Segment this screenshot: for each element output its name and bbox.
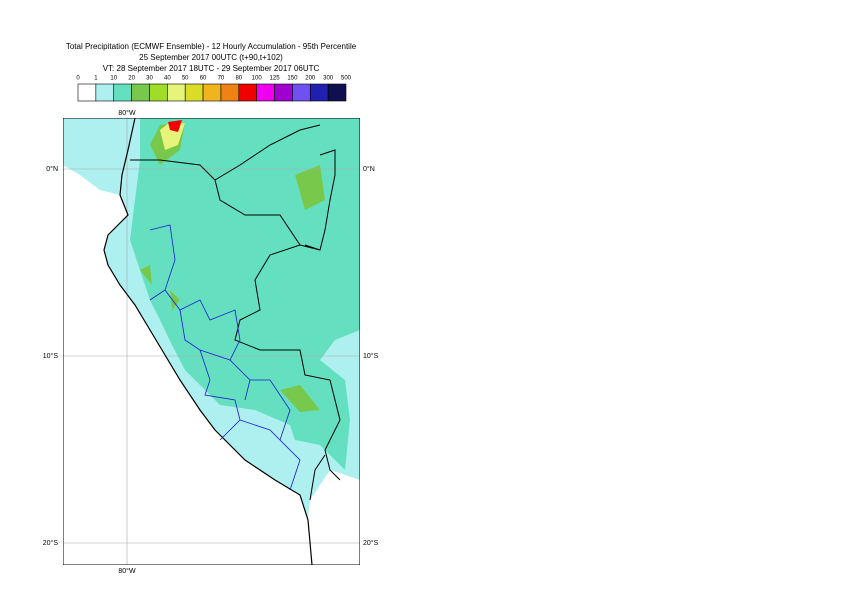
legend-swatch bbox=[149, 83, 168, 102]
lon-label: 80°W bbox=[118, 567, 136, 575]
legend-swatch bbox=[202, 83, 222, 102]
region-borders bbox=[149, 224, 301, 491]
legend-label: 30 bbox=[146, 76, 153, 82]
legend-label: 60 bbox=[200, 76, 207, 82]
legend-label: 300 bbox=[323, 76, 334, 82]
legend-swatch bbox=[167, 83, 186, 102]
legend-swatch bbox=[77, 83, 97, 102]
lat-label: 10°S bbox=[43, 352, 59, 360]
lat-label: 20°S bbox=[43, 539, 59, 547]
precip-green bbox=[140, 122, 325, 412]
legend-swatch bbox=[274, 83, 293, 102]
legend-label: 125 bbox=[270, 76, 281, 82]
coastline bbox=[103, 118, 313, 565]
legend-label: 500 bbox=[341, 76, 352, 82]
legend-swatch bbox=[220, 83, 240, 102]
ocean-precip bbox=[63, 118, 135, 195]
legend-label: 100 bbox=[252, 76, 263, 82]
valid-time: VT: 28 September 2017 18UTC - 29 Septemb… bbox=[103, 64, 320, 73]
legend-label: 1 bbox=[94, 76, 98, 82]
legend-label: 20 bbox=[128, 76, 135, 82]
legend-label: 10 bbox=[110, 76, 117, 82]
lat-label: 0°N bbox=[46, 165, 58, 173]
lat-label: 20°S bbox=[363, 539, 379, 547]
legend-swatch bbox=[95, 83, 115, 102]
country-borders bbox=[130, 124, 341, 501]
legend-label: 200 bbox=[305, 76, 316, 82]
lon-label: 80°W bbox=[118, 109, 136, 117]
legend-swatch bbox=[131, 83, 150, 102]
legend-label: 80 bbox=[235, 76, 242, 82]
graticule bbox=[63, 118, 360, 565]
legend-label: 70 bbox=[218, 76, 225, 82]
legend-label: 150 bbox=[287, 76, 298, 82]
land-moderate bbox=[130, 118, 360, 470]
precip-max bbox=[168, 120, 182, 132]
legend-swatch bbox=[256, 83, 275, 102]
lat-label: 0°N bbox=[363, 165, 375, 173]
legend-label: 40 bbox=[164, 76, 171, 82]
title: Total Precipitation (ECMWF Ensemble) - 1… bbox=[66, 42, 357, 51]
legend-swatch bbox=[113, 83, 132, 102]
legend-swatch bbox=[309, 83, 329, 102]
legend-swatch bbox=[327, 83, 347, 102]
subtitle: 25 September 2017 00UTC (t+90,t+102) bbox=[139, 53, 283, 62]
map: 80°W 80°W 0°N 10°S 20°S 0°N 10°S 20°S bbox=[43, 109, 379, 575]
legend-swatch bbox=[238, 83, 257, 102]
lat-label: 10°S bbox=[363, 352, 379, 360]
legend-swatch bbox=[292, 83, 311, 102]
legend-label: 0 bbox=[76, 76, 80, 82]
legend-label: 50 bbox=[182, 76, 189, 82]
legend: 0 1 10 20 30 40 50 60 70 80 100 125 150 200 300 500 bbox=[76, 76, 352, 102]
legend-swatch bbox=[184, 83, 204, 102]
